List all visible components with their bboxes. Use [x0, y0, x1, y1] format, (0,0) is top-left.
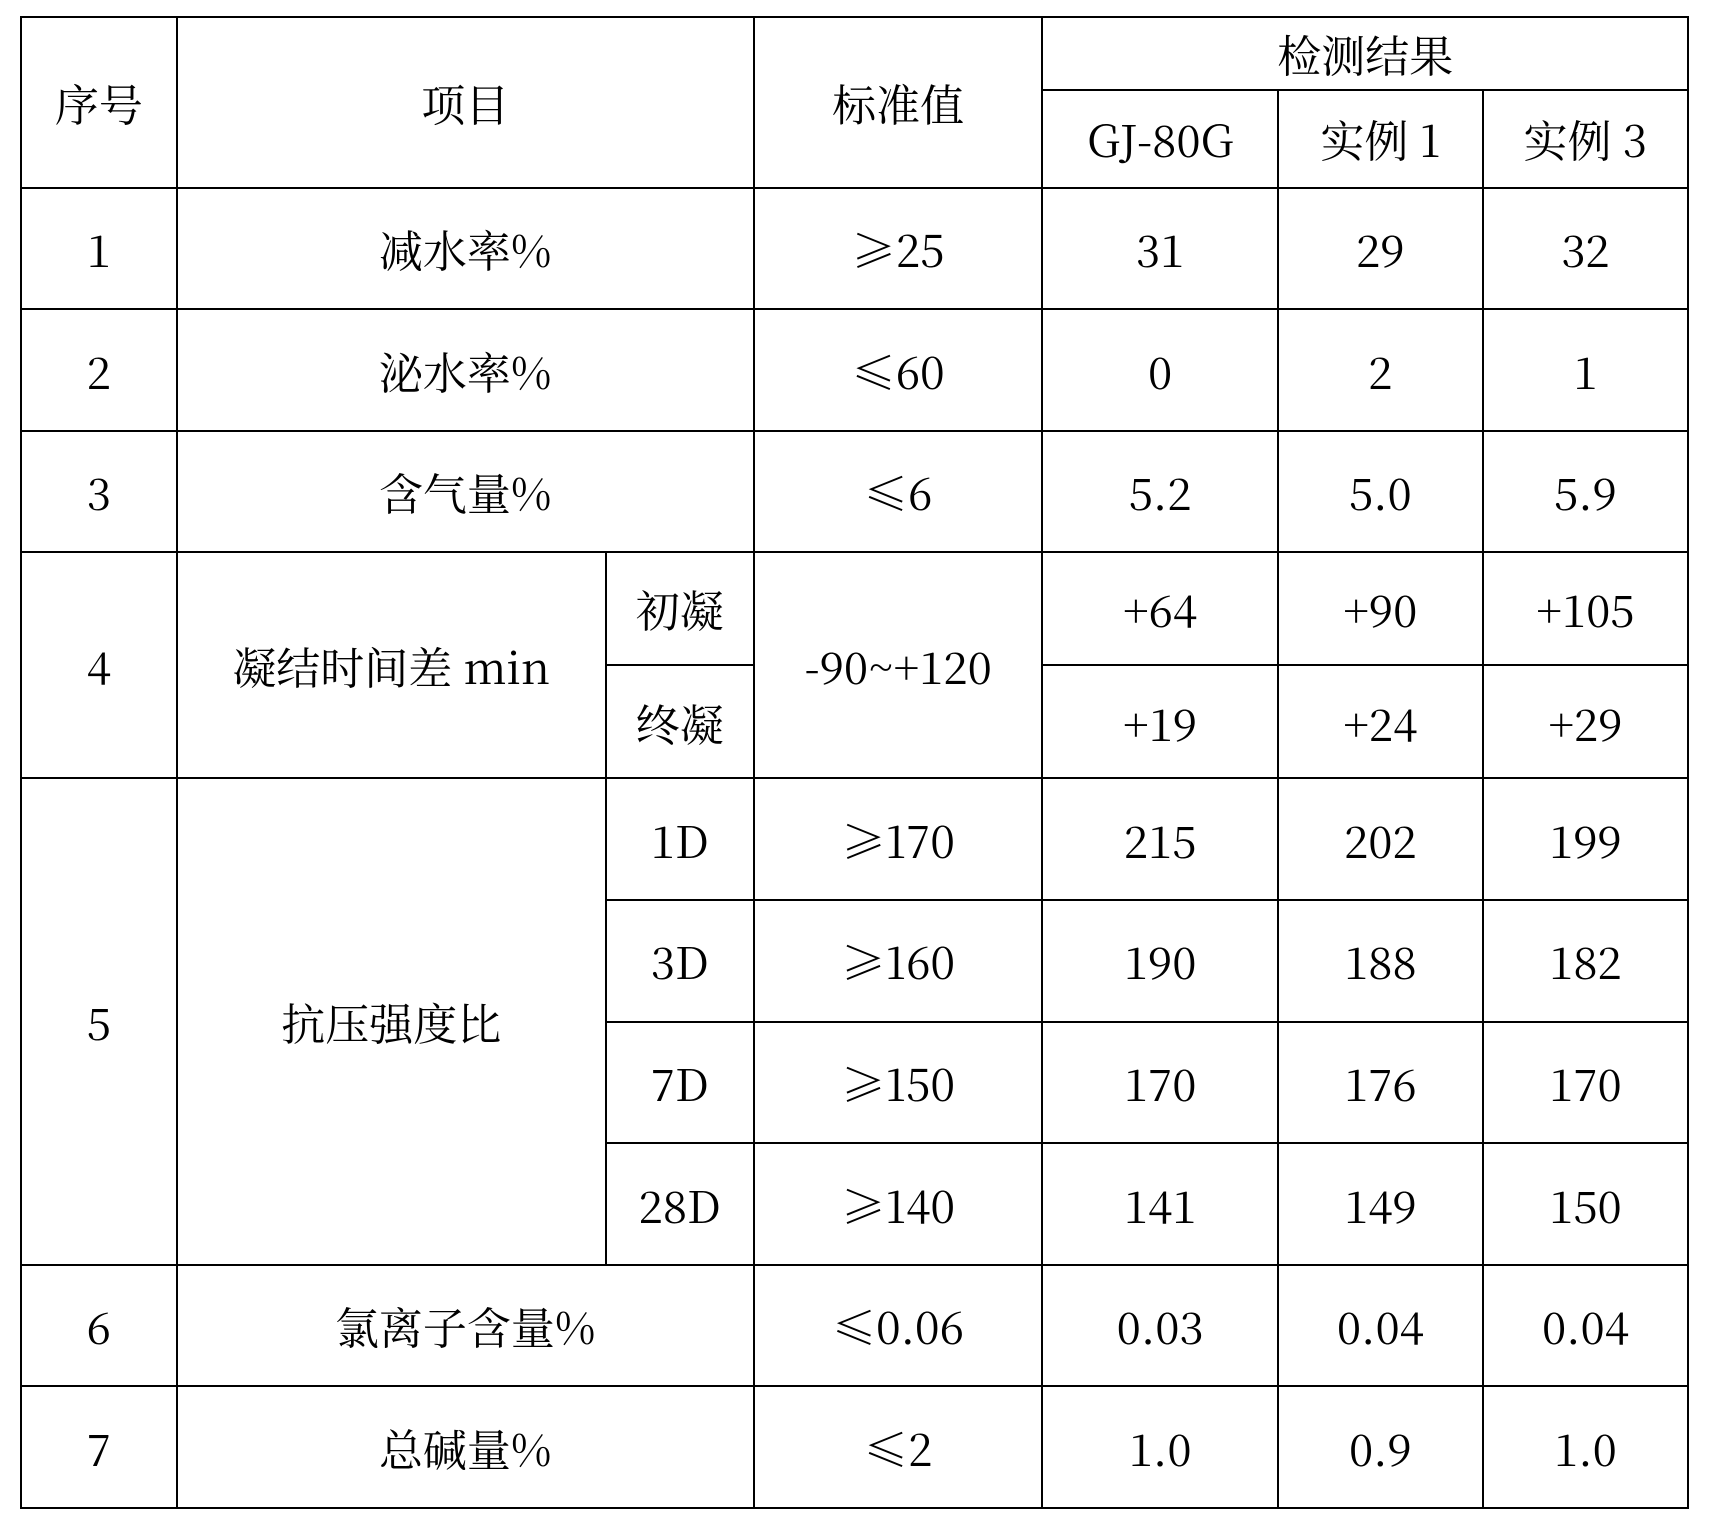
cell-std: ≤0.06: [754, 1265, 1043, 1387]
cell-std: ≥140: [754, 1143, 1043, 1265]
col-header-r3: 实例 3: [1483, 90, 1688, 188]
cell-r3: +105: [1483, 552, 1688, 665]
cell-subitem: 1D: [606, 778, 754, 900]
cell-std: ≥25: [754, 188, 1043, 310]
cell-subitem: 终凝: [606, 665, 754, 778]
cell-item: 凝结时间差 min: [177, 552, 606, 778]
col-header-r2: 实例 1: [1278, 90, 1483, 188]
cell-r1: 1.0: [1042, 1386, 1277, 1508]
cell-idx: 1: [21, 188, 177, 310]
col-header-r1: GJ-80G: [1042, 90, 1277, 188]
table-row: 2 泌水率% ≤60 0 2 1: [21, 309, 1688, 431]
cell-r3: 32: [1483, 188, 1688, 310]
cell-r2: 188: [1278, 900, 1483, 1022]
col-header-index: 序号: [21, 17, 177, 188]
cell-r3: 182: [1483, 900, 1688, 1022]
cell-r1: 190: [1042, 900, 1277, 1022]
cell-r1: 170: [1042, 1022, 1277, 1144]
cell-r2: 29: [1278, 188, 1483, 310]
cell-subitem: 7D: [606, 1022, 754, 1144]
cell-idx: 4: [21, 552, 177, 778]
col-header-item: 项目: [177, 17, 754, 188]
table-row: 7 总碱量% ≤2 1.0 0.9 1.0: [21, 1386, 1688, 1508]
table-row: 5 抗压强度比 1D ≥170 215 202 199: [21, 778, 1688, 900]
cell-item: 抗压强度比: [177, 778, 606, 1264]
cell-std: ≤2: [754, 1386, 1043, 1508]
cell-r1: 5.2: [1042, 431, 1277, 553]
table-row: 1 减水率% ≥25 31 29 32: [21, 188, 1688, 310]
cell-item: 总碱量%: [177, 1386, 754, 1508]
cell-r1: 0: [1042, 309, 1277, 431]
cell-r1: 31: [1042, 188, 1277, 310]
cell-r3: 1: [1483, 309, 1688, 431]
cell-r1: +19: [1042, 665, 1277, 778]
cell-r2: 0.04: [1278, 1265, 1483, 1387]
cell-r3: 170: [1483, 1022, 1688, 1144]
cell-r1: 215: [1042, 778, 1277, 900]
cell-idx: 5: [21, 778, 177, 1264]
cell-r2: 0.9: [1278, 1386, 1483, 1508]
cell-r2: 2: [1278, 309, 1483, 431]
cell-std: ≥150: [754, 1022, 1043, 1144]
cell-item: 泌水率%: [177, 309, 754, 431]
cell-item: 含气量%: [177, 431, 754, 553]
cell-r2: 176: [1278, 1022, 1483, 1144]
cell-idx: 7: [21, 1386, 177, 1508]
cell-item: 减水率%: [177, 188, 754, 310]
col-header-standard: 标准值: [754, 17, 1043, 188]
cell-r3: 150: [1483, 1143, 1688, 1265]
cell-r2: 149: [1278, 1143, 1483, 1265]
cell-r3: 0.04: [1483, 1265, 1688, 1387]
cell-r1: 0.03: [1042, 1265, 1277, 1387]
cell-idx: 2: [21, 309, 177, 431]
cell-std: ≤60: [754, 309, 1043, 431]
cell-r2: 5.0: [1278, 431, 1483, 553]
cell-r2: +24: [1278, 665, 1483, 778]
cell-idx: 6: [21, 1265, 177, 1387]
cell-r2: 202: [1278, 778, 1483, 900]
cell-r3: 1.0: [1483, 1386, 1688, 1508]
cell-std: ≥170: [754, 778, 1043, 900]
data-table: 序号 项目 标准值 检测结果 GJ-80G 实例 1 实例 3 1 减水率% ≥…: [20, 16, 1689, 1509]
cell-subitem: 初凝: [606, 552, 754, 665]
cell-r1: 141: [1042, 1143, 1277, 1265]
cell-std: ≥160: [754, 900, 1043, 1022]
cell-std: -90~+120: [754, 552, 1043, 778]
table-row: 4 凝结时间差 min 初凝 -90~+120 +64 +90 +105: [21, 552, 1688, 665]
table-row: 6 氯离子含量% ≤0.06 0.03 0.04 0.04: [21, 1265, 1688, 1387]
cell-r3: 199: [1483, 778, 1688, 900]
cell-r3: +29: [1483, 665, 1688, 778]
cell-r1: +64: [1042, 552, 1277, 665]
cell-r2: +90: [1278, 552, 1483, 665]
col-header-results: 检测结果: [1042, 17, 1688, 90]
cell-std: ≤6: [754, 431, 1043, 553]
cell-idx: 3: [21, 431, 177, 553]
cell-item: 氯离子含量%: [177, 1265, 754, 1387]
cell-subitem: 3D: [606, 900, 754, 1022]
cell-r3: 5.9: [1483, 431, 1688, 553]
cell-subitem: 28D: [606, 1143, 754, 1265]
table-row: 3 含气量% ≤6 5.2 5.0 5.9: [21, 431, 1688, 553]
